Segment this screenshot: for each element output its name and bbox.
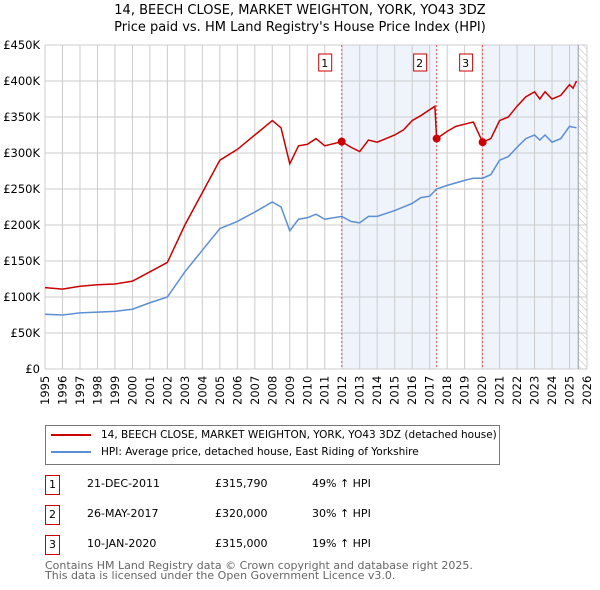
x-tick-label: 2009 <box>283 376 297 405</box>
sale-point <box>432 134 441 143</box>
price-chart: 1995 1996 1997 1998 1999 2000 2001 2002 2003 2004… <box>3 38 594 405</box>
x-tick-label: 2019 <box>458 376 472 405</box>
y-tick-label: £50K <box>11 326 41 340</box>
transaction-row: 1 21-DEC-2011 £315,790 49% ↑ HPI <box>45 475 495 495</box>
y-tick-label: £250K <box>3 182 40 196</box>
x-tick-label: 2013 <box>353 376 367 405</box>
transaction-badge: 1 <box>45 475 60 495</box>
x-tick-label: 2000 <box>125 376 139 405</box>
x-tick-label: 1997 <box>73 376 87 405</box>
legend-item-hpi: HPI: Average price, detached house, East… <box>51 446 419 458</box>
legend-swatch-red <box>51 434 91 436</box>
x-tick-label: 2004 <box>195 376 209 405</box>
transaction-row: 2 26-MAY-2017 £320,000 30% ↑ HPI <box>45 505 495 525</box>
x-tick-label: 2003 <box>178 376 192 405</box>
x-tick-label: 2001 <box>143 376 157 405</box>
transaction-hpi-delta: 30% ↑ HPI <box>312 507 371 520</box>
y-tick-label: £400K <box>3 74 40 88</box>
x-tick-label: 2016 <box>405 376 419 405</box>
transaction-date: 21-DEC-2011 <box>87 477 161 490</box>
x-tick-label: 2017 <box>423 376 437 405</box>
x-tick-label: 2011 <box>318 376 332 405</box>
y-tick-label: £150K <box>3 254 40 268</box>
footer-line: This data is licensed under the Open Gov… <box>45 569 396 582</box>
y-tick-label: £450K <box>3 38 40 52</box>
x-tick-label: 2006 <box>230 376 244 405</box>
x-tick-label: 1995 <box>38 376 52 405</box>
legend-label: 14, BEECH CLOSE, MARKET WEIGHTON, YORK, … <box>101 429 497 441</box>
legend-item-property: 14, BEECH CLOSE, MARKET WEIGHTON, YORK, … <box>51 429 497 441</box>
shaded-period <box>341 45 437 369</box>
legend: 14, BEECH CLOSE, MARKET WEIGHTON, YORK, … <box>45 425 500 465</box>
hpi-line <box>44 125 577 316</box>
shaded-period <box>482 45 579 369</box>
footer-line: Contains HM Land Registry data © Crown c… <box>45 559 473 572</box>
transaction-badge: 2 <box>45 505 60 525</box>
sale-label-box <box>413 53 428 72</box>
transaction-date: 26-MAY-2017 <box>87 507 159 520</box>
transaction-date: 10-JAN-2020 <box>87 537 157 550</box>
transaction-row: 3 10-JAN-2020 £315,000 19% ↑ HPI <box>45 535 495 555</box>
x-tick-label: 2007 <box>248 376 262 405</box>
y-tick-label: £100K <box>3 290 40 304</box>
x-tick-label: 1996 <box>55 376 69 405</box>
x-tick-label: 2023 <box>528 376 542 405</box>
x-tick-label: 2008 <box>265 376 279 405</box>
x-tick-label: 2002 <box>160 376 174 405</box>
y-tick-label: £200K <box>3 218 40 232</box>
legend-label: HPI: Average price, detached house, East… <box>101 446 419 458</box>
sale-label: 2 <box>416 57 423 70</box>
x-tick-label: 2024 <box>545 376 559 405</box>
sale-point <box>478 138 487 147</box>
transaction-hpi-delta: 19% ↑ HPI <box>312 537 371 550</box>
sale-point <box>337 137 346 146</box>
transaction-price: £320,000 <box>215 507 268 520</box>
x-tick-label: 2026 <box>580 376 594 405</box>
x-tick-label: 2020 <box>475 376 489 405</box>
y-tick-label: £350K <box>3 110 40 124</box>
x-tick-label: 2018 <box>440 376 454 405</box>
x-tick-label: 2014 <box>370 376 384 405</box>
legend-swatch-blue <box>51 451 91 453</box>
forecast-hatch <box>578 45 587 369</box>
transaction-hpi-delta: 49% ↑ HPI <box>312 477 371 490</box>
chart-subtitle: Price paid vs. HM Land Registry's House … <box>114 20 486 35</box>
x-tick-label: 2021 <box>493 376 507 405</box>
transaction-price: £315,000 <box>215 537 268 550</box>
x-tick-label: 2010 <box>300 376 314 405</box>
y-tick-label: £0 <box>25 362 40 376</box>
sale-label: 3 <box>462 57 469 70</box>
property-price-line <box>44 80 578 290</box>
x-tick-label: 2025 <box>563 376 577 405</box>
transaction-badge: 3 <box>45 535 60 555</box>
transaction-price: £315,790 <box>215 477 268 490</box>
x-tick-label: 1999 <box>108 376 122 405</box>
x-tick-label: 1998 <box>90 376 104 405</box>
chart-title: 14, BEECH CLOSE, MARKET WEIGHTON, YORK, … <box>114 3 486 18</box>
x-tick-label: 2022 <box>510 376 524 405</box>
y-tick-label: £300K <box>3 146 40 160</box>
sale-label-box <box>459 53 474 72</box>
x-tick-label: 2015 <box>388 376 402 405</box>
x-tick-label: 2005 <box>213 376 227 405</box>
sale-label: 1 <box>321 57 328 70</box>
x-tick-label: 2012 <box>335 376 349 405</box>
sale-label-box <box>318 53 333 72</box>
footer: Contains HM Land Registry data © Crown c… <box>45 559 473 582</box>
